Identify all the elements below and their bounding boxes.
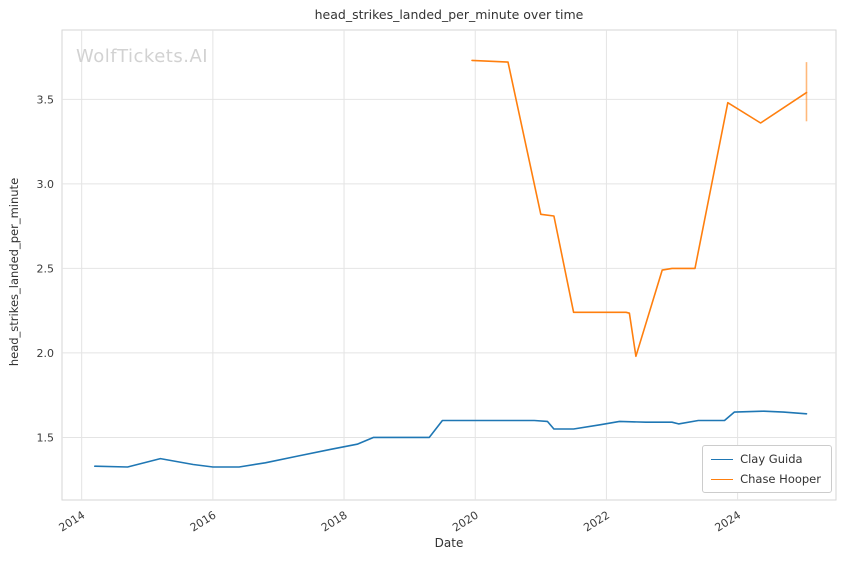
watermark-text: WolfTickets.AI	[76, 46, 209, 67]
legend-label-chase-hooper: Chase Hooper	[740, 472, 821, 486]
x-tick-label: 2024	[713, 509, 744, 535]
legend-item-clay-guida: Clay Guida	[711, 452, 821, 466]
legend-item-chase-hooper: Chase Hooper	[711, 472, 821, 486]
series-line	[471, 59, 808, 358]
series-line	[94, 410, 808, 468]
y-tick-label: 3.5	[37, 93, 55, 106]
plot-border	[61, 29, 837, 501]
x-tick-label: 2018	[319, 509, 350, 535]
y-tick-label: 2.5	[37, 262, 55, 275]
y-tick-label: 1.5	[37, 431, 55, 444]
legend: Clay Guida Chase Hooper	[702, 445, 832, 493]
legend-label-clay-guida: Clay Guida	[740, 452, 803, 466]
x-tick-label: 2022	[581, 509, 612, 535]
y-tick-label: 2.0	[37, 347, 55, 360]
y-tick-label: 3.0	[37, 178, 55, 191]
x-tick-label: 2016	[188, 509, 219, 535]
x-axis-label: Date	[434, 536, 464, 550]
chart-title: head_strikes_landed_per_minute over time	[314, 7, 584, 22]
x-tick-label: 2014	[57, 509, 88, 535]
y-axis-label: head_strikes_landed_per_minute	[7, 177, 21, 367]
legend-line-swatch-chase-hooper	[711, 478, 734, 480]
legend-line-swatch-clay-guida	[711, 458, 734, 460]
x-tick-label: 2020	[450, 509, 481, 535]
